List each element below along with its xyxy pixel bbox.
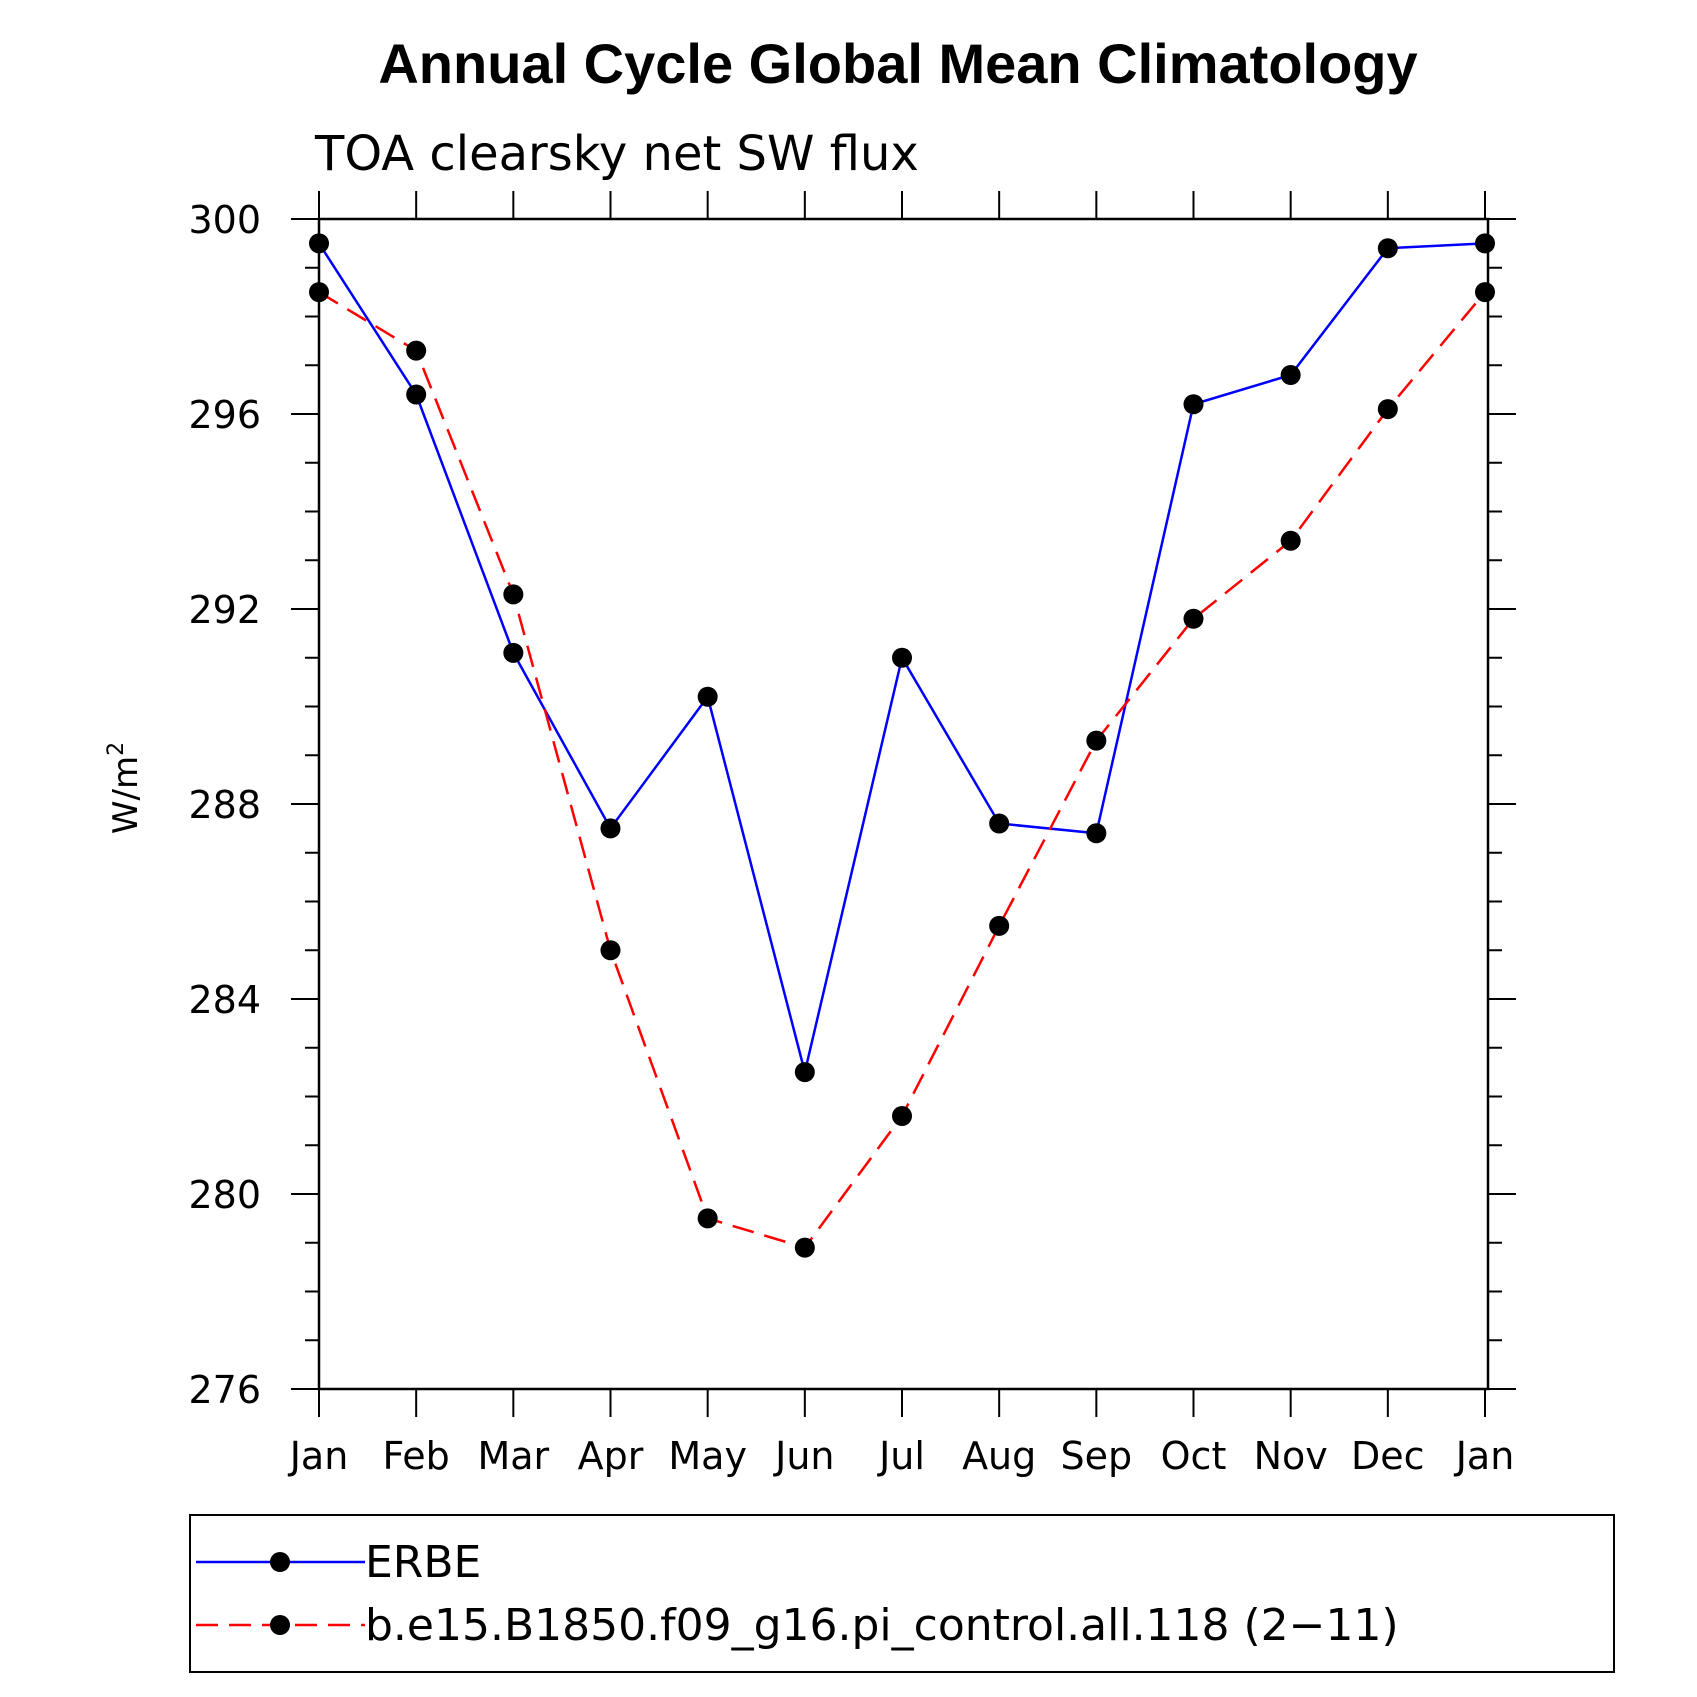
y-axis-label-text: W/m [106,756,146,834]
y-tick-label: 280 [188,1173,261,1217]
data-point [1475,282,1495,303]
data-point [1280,365,1301,385]
series-1 [309,233,1495,1083]
x-tick-label: Jan [288,1434,349,1478]
plot-frame [317,217,1490,1391]
x-tick-label: Jun [773,1434,834,1478]
data-point [309,233,329,254]
data-point [600,818,621,839]
data-point [892,1106,912,1126]
y-axis-label: W/m2 [104,742,146,834]
x-tick-label: Sep [1061,1434,1133,1478]
data-point [697,1208,718,1229]
legend: ERBE b.e15.B1850.f09_g16.pi_control.all.1… [189,1514,1615,1673]
x-tick-label: Jul [877,1434,925,1478]
legend-marker [270,1552,290,1572]
y-tick-label: 288 [188,783,261,827]
legend-marker [270,1615,290,1635]
data-point [1377,399,1398,420]
series-2 [309,282,1495,1258]
y-tick-label: 292 [188,588,261,632]
data-point [503,584,524,605]
data-point [697,686,718,707]
data-point [1183,394,1204,415]
data-point [892,647,912,668]
y-ticks: 276 280 284 288 292 296 300 [188,198,1516,1412]
x-ticks: Jan Feb Mar Apr May Jun Jul Aug Sep Oct Nov Dec Jan [288,191,1515,1478]
y-tick-label: 276 [188,1368,261,1412]
x-tick-label: Mar [477,1434,549,1478]
y-tick-label: 300 [188,198,261,242]
x-tick-label: Dec [1351,1434,1425,1478]
x-tick-label: Jan [1454,1434,1515,1478]
data-point [406,384,427,405]
x-tick-label: Oct [1161,1434,1227,1478]
y-tick-label: 284 [188,978,261,1022]
data-point [1183,608,1204,629]
x-tick-label: May [668,1434,747,1478]
chart-subtitle: TOA clearsky net SW flux [314,126,919,182]
data-point [1377,238,1398,259]
data-point [794,1237,815,1258]
data-point [989,915,1010,936]
data-point [309,282,329,303]
chart-title: Annual Cycle Global Mean Climatology [378,32,1417,95]
x-tick-label: Apr [578,1434,644,1478]
legend-box [189,1514,1615,1673]
data-point [503,642,524,663]
data-point [1280,530,1301,551]
data-point [1086,730,1107,751]
data-point [1475,233,1495,254]
series-layer [309,233,1495,1258]
data-point [989,813,1010,834]
x-tick-label: Nov [1254,1434,1328,1478]
y-axis-label-superscript: 2 [104,742,129,756]
data-point [794,1062,815,1083]
data-point [1086,823,1107,844]
y-tick-label: 296 [188,393,261,437]
x-tick-label: Aug [962,1434,1036,1478]
x-tick-label: Feb [383,1434,450,1478]
data-point [600,940,621,961]
legend-label: ERBE [365,1537,481,1588]
svg-text:W/m2: W/m2 [104,742,146,834]
legend-label: b.e15.B1850.f09_g16.pi_control.all.118 (… [365,1600,1399,1651]
series-line [318,291,1486,1250]
data-point [406,340,427,361]
